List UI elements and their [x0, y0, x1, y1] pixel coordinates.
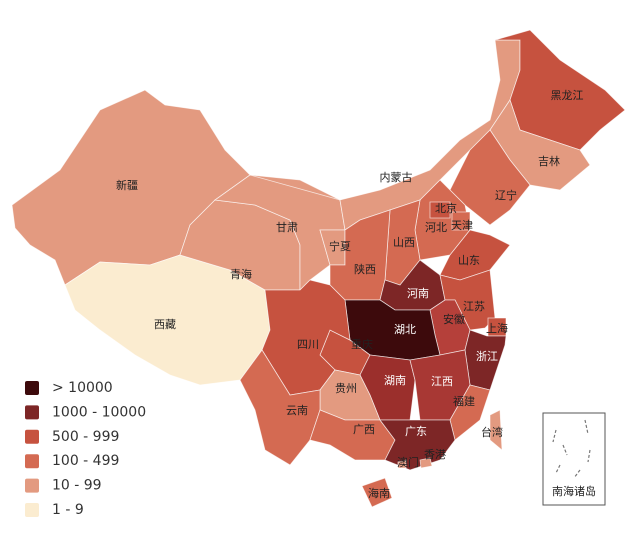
legend-label: > 10000 [52, 380, 113, 396]
province-label: 四川 [297, 338, 319, 351]
province-label: 福建 [453, 394, 475, 408]
province [449, 384, 491, 441]
province-label: 甘肃 [276, 221, 298, 234]
province-label: 安徽 [443, 312, 465, 326]
inset-islands [552, 419, 591, 479]
province-label: 宁夏 [329, 239, 351, 253]
province-label: 陕西 [354, 262, 376, 276]
province-label: 江苏 [463, 300, 485, 313]
province-label: 澳门 [397, 455, 419, 469]
legend-label: 100 - 499 [52, 453, 119, 469]
province-label: 河北 [425, 221, 447, 234]
province-label: 湖北 [394, 323, 416, 336]
province-label: 西藏 [154, 318, 176, 331]
legend-swatch [25, 503, 39, 517]
legend-swatch [25, 429, 39, 444]
province-label: 浙江 [476, 350, 498, 363]
province [489, 409, 503, 451]
inset-box [542, 412, 606, 506]
province-label: 内蒙古 [380, 170, 413, 184]
province-label: 广西 [353, 423, 375, 436]
province-label: 山西 [393, 236, 415, 249]
legend-swatch [25, 478, 39, 493]
province-label: 辽宁 [495, 188, 517, 202]
province-label: 香港 [424, 448, 446, 461]
province [397, 459, 407, 469]
province-label: 台湾 [481, 425, 503, 439]
legend-swatch [25, 405, 39, 420]
province [361, 477, 393, 508]
province-label: 吉林 [538, 154, 560, 168]
province-label: 广东 [405, 425, 427, 438]
legend-label: 1000 - 10000 [52, 404, 146, 420]
province-label: 北京 [435, 201, 457, 215]
legend-label: 1 - 9 [52, 502, 84, 518]
legend-label: 500 - 999 [52, 429, 119, 445]
province-label: 重庆 [351, 337, 373, 351]
province-label: 山东 [458, 254, 480, 267]
province [419, 457, 433, 469]
province-label: 河南 [407, 287, 429, 300]
province-label: 青海 [230, 267, 252, 281]
province-label: 新疆 [116, 178, 138, 192]
province-label: 江西 [431, 375, 453, 388]
province-label: 天津 [451, 219, 473, 232]
inset-label: 南海诸岛 [552, 484, 596, 498]
province-label: 黑龙江 [551, 89, 584, 102]
province-label: 贵州 [335, 382, 357, 395]
legend-label: 10 - 99 [52, 478, 102, 494]
province-label: 云南 [286, 404, 308, 417]
province-label: 上海 [486, 321, 508, 335]
province-label: 海南 [368, 486, 390, 500]
legend-swatch [25, 454, 39, 469]
province [429, 201, 451, 219]
legend-swatch [25, 381, 39, 395]
province-label: 湖南 [384, 374, 406, 387]
